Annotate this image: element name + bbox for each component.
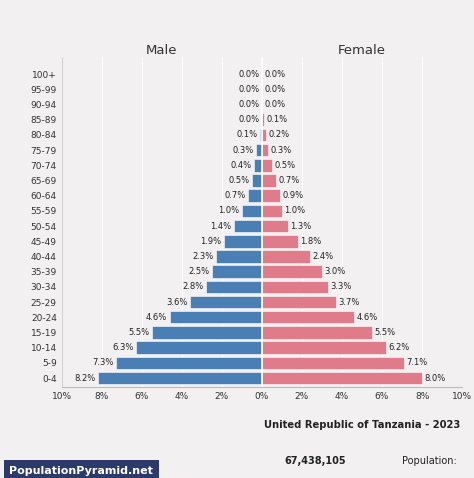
Text: 1.0%: 1.0% <box>284 206 305 216</box>
Text: Female: Female <box>338 44 386 57</box>
Bar <box>206 281 262 293</box>
Text: 1.8%: 1.8% <box>301 237 321 246</box>
Bar <box>262 372 422 384</box>
Bar <box>262 113 264 126</box>
Text: 0.0%: 0.0% <box>238 85 259 94</box>
Bar <box>262 129 266 141</box>
Text: 5.5%: 5.5% <box>374 328 396 337</box>
Text: Population:: Population: <box>402 456 460 466</box>
Bar <box>262 235 298 248</box>
Bar <box>262 144 268 156</box>
Bar <box>262 174 276 187</box>
Bar <box>260 129 262 141</box>
Text: 1.9%: 1.9% <box>201 237 221 246</box>
Bar <box>256 144 262 156</box>
Bar <box>262 265 322 278</box>
Text: 1.4%: 1.4% <box>210 222 231 230</box>
Bar <box>262 250 310 263</box>
Text: 0.5%: 0.5% <box>274 161 295 170</box>
Text: 2.8%: 2.8% <box>182 282 203 292</box>
Bar <box>136 341 262 354</box>
Text: 0.2%: 0.2% <box>268 130 290 140</box>
Text: 2.5%: 2.5% <box>188 267 210 276</box>
Bar <box>262 326 372 339</box>
Bar <box>212 265 262 278</box>
Bar <box>216 250 262 263</box>
Text: 0.0%: 0.0% <box>264 100 285 109</box>
Text: 0.3%: 0.3% <box>270 146 292 154</box>
Bar <box>190 296 262 308</box>
Bar <box>252 174 262 187</box>
Text: 8.2%: 8.2% <box>74 374 95 382</box>
Text: 4.6%: 4.6% <box>146 313 167 322</box>
Text: 0.3%: 0.3% <box>232 146 254 154</box>
Bar <box>234 220 262 232</box>
Bar <box>262 311 354 324</box>
Text: 2.3%: 2.3% <box>192 252 213 261</box>
Text: 8.0%: 8.0% <box>425 374 446 382</box>
Text: 0.1%: 0.1% <box>266 115 287 124</box>
Text: 3.0%: 3.0% <box>324 267 346 276</box>
Bar <box>262 189 280 202</box>
Text: 0.4%: 0.4% <box>230 161 252 170</box>
Text: 0.0%: 0.0% <box>264 85 285 94</box>
Text: Population:: Population: <box>0 477 1 478</box>
Text: 2.4%: 2.4% <box>312 252 334 261</box>
Bar <box>262 205 282 217</box>
Bar <box>262 296 336 308</box>
Text: 0.5%: 0.5% <box>228 176 249 185</box>
Text: 3.7%: 3.7% <box>338 298 360 306</box>
Text: 0.0%: 0.0% <box>238 100 259 109</box>
Text: 0.0%: 0.0% <box>264 70 285 78</box>
Text: Male: Male <box>146 44 177 57</box>
Text: 6.2%: 6.2% <box>389 343 410 352</box>
Text: 6.3%: 6.3% <box>112 343 133 352</box>
Bar <box>254 159 262 172</box>
Text: 0.0%: 0.0% <box>238 115 259 124</box>
Text: 1.0%: 1.0% <box>219 206 239 216</box>
Text: 1.3%: 1.3% <box>290 222 311 230</box>
Bar <box>242 205 262 217</box>
Text: 0.7%: 0.7% <box>278 176 300 185</box>
Text: 0.9%: 0.9% <box>283 191 303 200</box>
Bar <box>262 281 328 293</box>
Text: 7.1%: 7.1% <box>407 358 428 368</box>
Bar <box>262 341 386 354</box>
Text: PopulationPyramid.net: PopulationPyramid.net <box>9 466 154 476</box>
Text: 4.6%: 4.6% <box>356 313 378 322</box>
Bar <box>262 357 404 369</box>
Text: 0.7%: 0.7% <box>224 191 246 200</box>
Text: 0.1%: 0.1% <box>237 130 257 140</box>
Bar <box>248 189 262 202</box>
Bar <box>116 357 262 369</box>
Text: 3.6%: 3.6% <box>166 298 187 306</box>
Bar <box>98 372 262 384</box>
Bar <box>262 159 272 172</box>
Text: 67,438,105: 67,438,105 <box>284 456 346 466</box>
Text: 0.0%: 0.0% <box>238 70 259 78</box>
Bar <box>262 220 288 232</box>
Text: 3.3%: 3.3% <box>330 282 352 292</box>
Text: 5.5%: 5.5% <box>128 328 149 337</box>
Text: United Republic of Tanzania - 2023: United Republic of Tanzania - 2023 <box>264 420 460 430</box>
Bar <box>224 235 262 248</box>
Bar <box>170 311 262 324</box>
Bar <box>152 326 262 339</box>
Text: 7.3%: 7.3% <box>92 358 113 368</box>
